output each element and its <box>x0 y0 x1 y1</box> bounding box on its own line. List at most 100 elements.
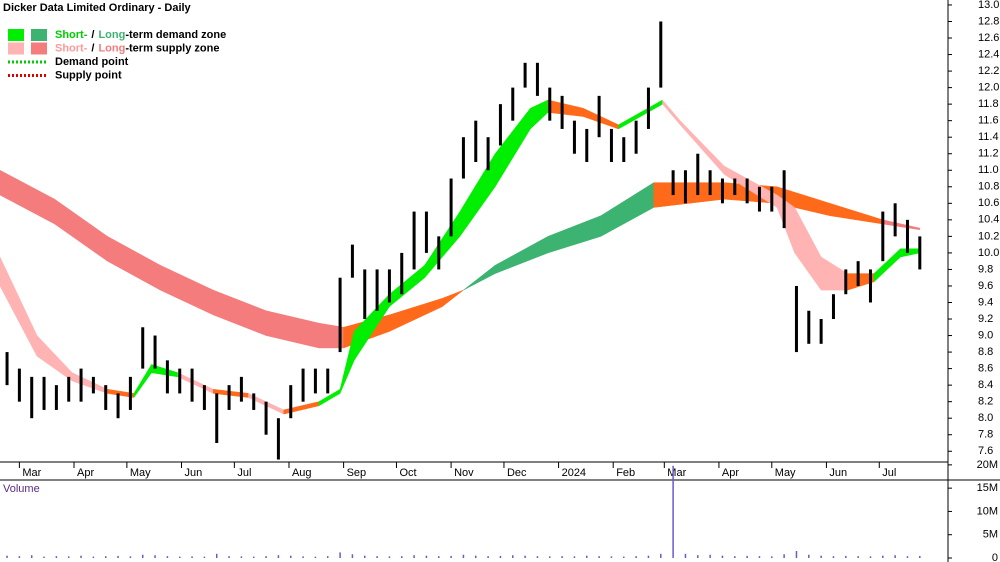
volume-bar <box>166 556 169 558</box>
volume-bar <box>475 555 477 558</box>
price-bar <box>486 137 490 171</box>
legend-text: -term supply zone <box>125 42 219 54</box>
volume-bar <box>499 555 502 558</box>
volume-bar <box>240 556 243 558</box>
volume-bar <box>771 556 773 558</box>
volume-bar <box>869 556 872 558</box>
price-bar <box>54 385 58 410</box>
price-bar <box>893 203 897 237</box>
volume-bar <box>289 555 292 558</box>
volume-bar <box>277 555 280 558</box>
volume-bar <box>438 556 440 558</box>
long-zone-segment <box>442 289 464 308</box>
price-bar <box>585 128 589 162</box>
price-bar <box>437 236 441 270</box>
legend-text: Long <box>98 42 125 54</box>
volume-bar <box>67 556 70 558</box>
volume-bar <box>43 556 45 558</box>
price-bar <box>128 376 132 410</box>
volume-bar <box>660 553 662 558</box>
x-tick-label: Jul <box>882 467 896 479</box>
y-tick-label: 12.0 <box>978 82 999 94</box>
y-tick-label: 9.6 <box>978 280 993 292</box>
price-bar <box>782 170 786 229</box>
volume-bar <box>425 555 428 558</box>
volume-title: Volume <box>3 483 40 495</box>
volume-bar <box>820 555 822 558</box>
price-bar <box>5 352 9 386</box>
price-bar <box>548 87 552 121</box>
volume-bar <box>697 555 699 558</box>
price-bar <box>363 269 367 320</box>
volume-bar <box>808 554 810 558</box>
volume-bar <box>339 552 341 558</box>
volume-bar <box>462 554 465 558</box>
x-tick-label: Jul <box>237 467 251 479</box>
price-bar <box>387 269 391 303</box>
price-bar <box>868 269 872 303</box>
price-bar <box>745 178 749 204</box>
volume-bar <box>228 556 230 558</box>
price-bar <box>511 87 515 121</box>
price-bar <box>535 62 539 96</box>
volume-bar <box>388 556 391 558</box>
y-tick-label: 11.2 <box>978 148 999 160</box>
volume-bar <box>549 556 551 558</box>
y-tick-label: 8.2 <box>978 396 993 408</box>
y-tick-label: 12.8 <box>978 15 999 27</box>
price-bar <box>30 376 34 419</box>
price-bar <box>461 137 465 179</box>
y-tick-label: 13.0 <box>978 0 999 11</box>
price-bar <box>239 376 243 402</box>
price-bar <box>178 368 182 394</box>
volume-bar <box>795 551 798 558</box>
volume-bar <box>178 556 181 558</box>
price-bar <box>313 368 317 394</box>
volume-bar <box>487 556 489 558</box>
y-tick-label: 9.0 <box>978 329 993 341</box>
volume-bar <box>141 554 144 558</box>
x-tick-label: Mar <box>22 467 41 479</box>
volume-bar <box>586 555 588 558</box>
y-tick-label: 10.0 <box>978 247 999 259</box>
legend-label: Short- / Long-term supply zone <box>55 42 219 54</box>
price-bar <box>474 120 478 162</box>
chart-title: Dicker Data Limited Ordinary - Daily <box>3 2 192 14</box>
price-bar <box>264 401 268 435</box>
volume-bar <box>623 556 625 558</box>
y-tick-label: 11.6 <box>978 115 999 127</box>
x-tick-label: 2024 <box>562 467 586 479</box>
y-tick-label: 8.4 <box>978 379 993 391</box>
y-tick-label: 7.8 <box>978 429 993 441</box>
price-bar <box>338 277 342 353</box>
x-tick-label: Sep <box>347 467 367 479</box>
y-tick-label: 9.4 <box>978 296 993 308</box>
volume-bar <box>906 556 909 558</box>
legend-label: Supply point <box>55 69 122 81</box>
price-bar <box>116 393 120 419</box>
volume-bar <box>512 555 514 558</box>
price-bar <box>844 269 848 295</box>
volume-bar <box>6 555 8 558</box>
price-bar <box>560 95 564 129</box>
price-bar <box>141 327 145 369</box>
x-tick-label: May <box>130 467 151 479</box>
volume-bar <box>80 555 82 558</box>
volume-bar <box>758 556 761 558</box>
volume-bar <box>129 556 132 558</box>
price-bar <box>400 252 404 295</box>
volume-bar <box>326 556 329 558</box>
x-tick-label: Oct <box>399 467 416 479</box>
volume-bar <box>734 556 736 558</box>
volume-bar <box>635 556 637 558</box>
legend-text: Demand point <box>55 56 129 68</box>
y-tick-label: 10.6 <box>978 197 999 209</box>
y-tick-label: 11.0 <box>978 164 999 176</box>
price-bar <box>289 385 293 419</box>
volume-bar <box>215 553 218 558</box>
price-bar <box>708 170 712 196</box>
volume-bar <box>919 555 921 558</box>
volume-bar <box>117 555 119 558</box>
x-tick-label: Jun <box>829 467 847 479</box>
volume-bar <box>154 555 156 558</box>
